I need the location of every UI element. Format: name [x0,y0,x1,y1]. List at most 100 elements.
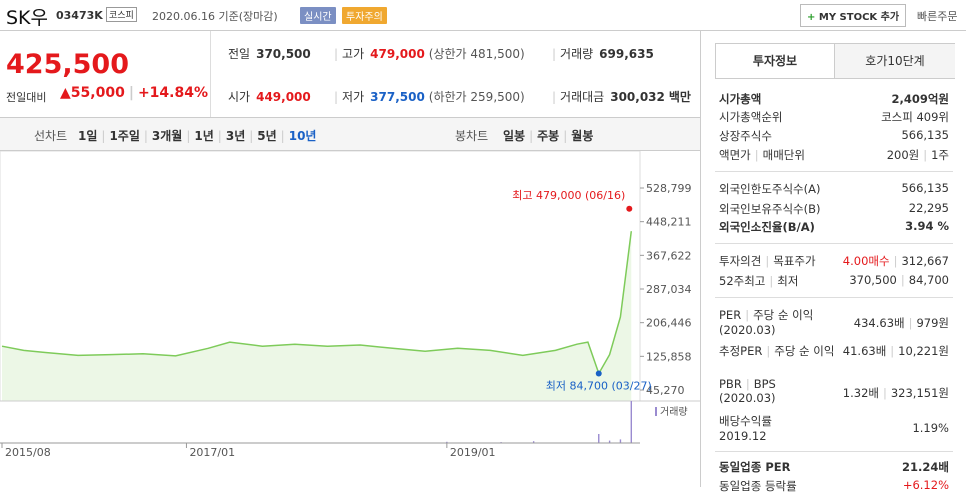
separator: | [769,274,774,288]
info-value: 41.63배 | 10,221원 [843,343,949,359]
value-part: 979원 [916,316,949,330]
stat-value: 449,000 [256,90,311,104]
period-tab[interactable]: 5년 [257,129,277,143]
separator: | [249,129,254,143]
value-part: 84,700 [908,273,949,287]
candle-tab[interactable]: 주봉 [537,129,560,143]
info-row: 동일업종 PER 21.24배 [719,459,949,479]
badge: 투자주의 [342,7,387,24]
stat-label: 거래량 [560,47,594,61]
quick-order[interactable]: 빠른주문 [917,10,958,23]
label-part: 투자의견 [719,254,762,268]
info-label: 시가총액 [719,91,761,107]
value-part: 2,409억원 [891,92,949,106]
divider: | [334,47,339,61]
date: 2020.06.16 기준(장마감) [152,10,278,23]
value-part: 566,135 [901,181,949,195]
divider [715,243,953,244]
stat: | 고가 479,000 (상한가 481,500) [330,45,525,62]
value-part: 41.63배 [842,344,887,358]
period-tab[interactable]: 1년 [194,129,214,143]
label-part: 외국인보유주식수(B) [719,202,821,216]
info-value: 2,409억원 [891,91,949,107]
info-value: 3.94 % [905,219,949,233]
info-row: 추정PER | 주당 순 이익 41.63배 | 10,221원 [719,343,949,363]
divider [210,31,211,117]
info-row: 투자의견 | 목표주가 4.00매수 | 312,667 [719,253,949,273]
high-marker [626,205,633,212]
separator: | [766,344,771,358]
value-part: +6.12% [902,478,949,492]
info-value: 1.32배 | 323,151원 [843,385,949,401]
stat-value: 479,000 [370,47,425,61]
divider: | [552,90,557,104]
volume-bar [630,401,632,443]
stat-value: 377,500 [370,90,425,104]
label-part: 주당 순 이익 [774,344,835,358]
y-tick-label: 45,270 [646,384,685,397]
periods: 1일 | 1주일 | 3개월 | 1년 | 3년 | 5년 | 10년 [78,127,316,144]
period-tab[interactable]: 1일 [78,129,98,143]
info-row: 52주최고 | 최저 370,500 | 84,700 [719,273,949,293]
volume-bar [532,441,535,443]
tab-label: 봉차트 [455,129,489,143]
high-label: 최고 479,000 (06/16) [512,189,625,202]
volume-bar [598,434,600,443]
info-label: 시가총액순위 [719,109,782,125]
info-value: 1.19% [912,421,949,435]
separator: | [217,129,222,143]
info-value: 434.63배 | 979원 [854,315,949,331]
candle-tab[interactable]: 월봉 [571,129,594,143]
value-part: 3.94 % [905,219,949,233]
info-value: 21.24배 [902,459,949,475]
stat-unit: 백만 [668,90,691,104]
divider [715,297,953,298]
y-tick-label: 206,446 [646,317,692,330]
separator: | [923,148,928,162]
value-part: 21.24배 [902,460,949,474]
label-part: 52주최고 [719,274,766,288]
stat: | 거래대금 300,032 백만 [548,88,691,105]
value-part: 코스피 409위 [881,110,949,124]
info-row: 시가총액 2,409억원 [719,91,949,111]
tab[interactable]: 호가10단계 [834,44,955,78]
info-row: 외국인한도주식수(A) 566,135 [719,181,949,201]
period-tab[interactable]: 10년 [288,129,317,143]
volume-label: 거래량 [660,406,688,418]
separator: | [143,129,148,143]
divider: | [552,47,557,61]
mystock-button[interactable]: + MY STOCK 추가 [800,4,907,27]
y-tick-label: 528,799 [646,182,692,195]
y-tick-label: 125,858 [646,350,692,363]
top-bar: SK우 03473K 코스피 2020.06.16 기준(장마감) 실시간 투자… [0,0,966,31]
price-area [2,231,632,401]
info-label: PBR | BPS (2020.03) [719,377,776,405]
value-part: 10,221원 [898,344,949,358]
candle-tab[interactable]: 일봉 [503,129,526,143]
separator: | [765,254,770,268]
separator: | [893,254,898,268]
info-label: 외국인소진율(B/A) [719,219,815,235]
period-tab[interactable]: 3개월 [151,129,183,143]
info-label: 액면가 | 매매단위 [719,147,805,163]
label: MY STOCK 추가 [818,12,900,23]
period-tab[interactable]: 3년 [225,129,246,143]
info-value: 566,135 [901,128,949,142]
y-tick-label: 448,211 [646,216,692,229]
label-part: 최저 [777,274,799,288]
stat-note: (상한가 481,500) [428,47,525,61]
stat-note: (하한가 259,500) [428,90,525,104]
volume-legend-swatch [655,407,657,416]
period-tab[interactable]: 1주일 [109,129,140,143]
label-part: 외국인소진율(B/A) [719,220,815,234]
label-part: (2020.03) [719,323,776,337]
label-part: PBR [719,377,742,391]
stat-label: 저가 [342,90,365,104]
info-value: 4.00매수 | 312,667 [843,253,949,269]
info-row: 동일업종 등락률 +6.12% [719,478,949,498]
change-value: 55,000 [70,85,125,101]
stat: | 저가 377,500 (하한가 259,500) [330,88,525,105]
separator: | [186,129,191,143]
tab[interactable]: 투자정보 [716,44,834,78]
label-part: 2019.12 [719,429,767,443]
